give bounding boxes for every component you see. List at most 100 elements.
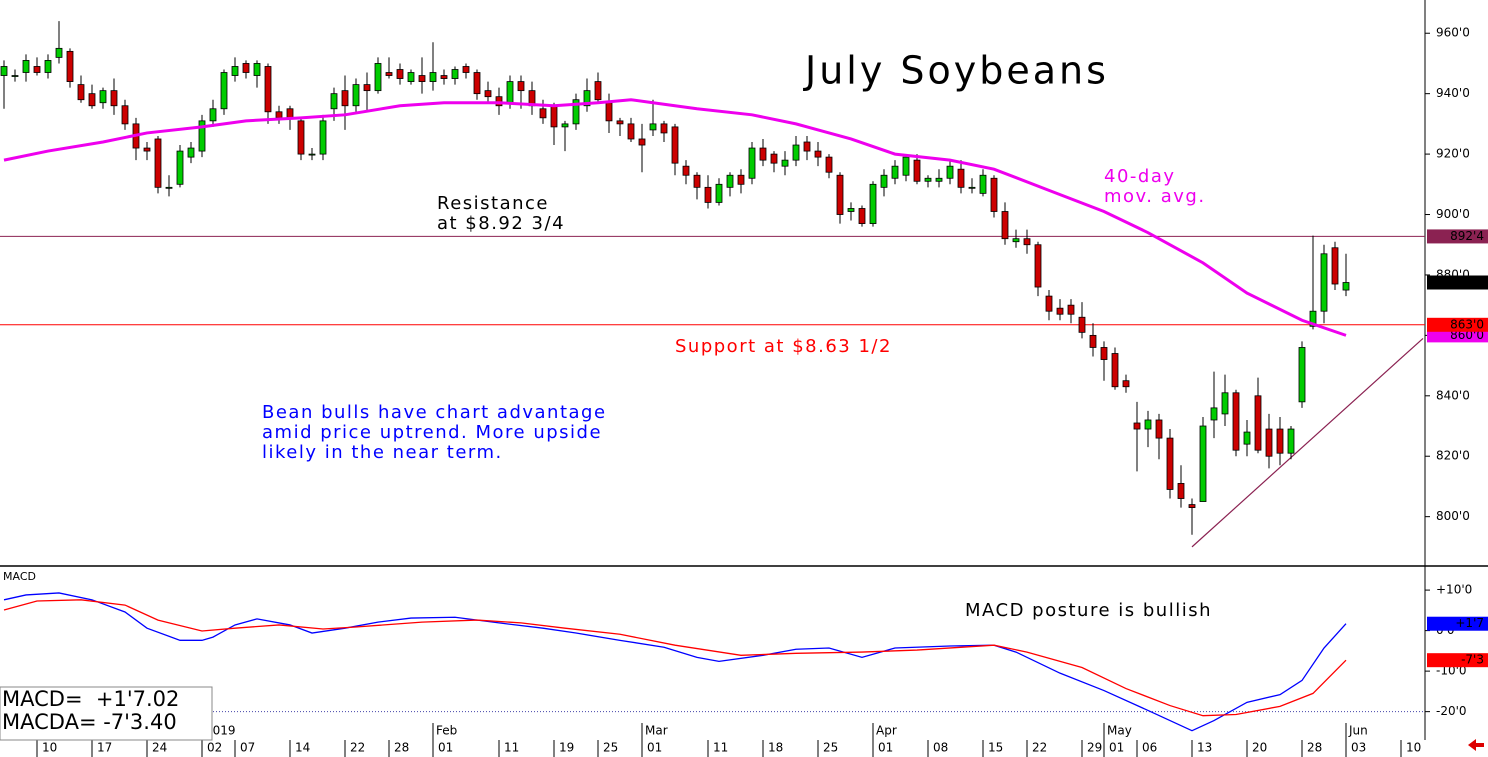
candle-body [1331, 247, 1339, 285]
y-tick-label: 840'0 [1436, 388, 1470, 402]
annotation: likely in the near term. [262, 442, 503, 463]
candle-body [759, 147, 767, 161]
annotation: at $8.92 3/4 [437, 213, 565, 234]
x-tick-label: 01 [438, 741, 453, 755]
candle-body [572, 99, 580, 125]
candle-body [275, 111, 283, 119]
macd-last-box [1427, 616, 1488, 631]
y-tick-label: 920'0 [1436, 147, 1470, 161]
candle-body [990, 177, 998, 212]
candle-body [616, 120, 624, 125]
macd-title: MACD [3, 570, 36, 583]
candle-body [583, 90, 591, 107]
candle-body [462, 66, 470, 73]
readout-box [0, 686, 213, 741]
candle-body [825, 156, 833, 173]
x-tick-label: 01 [878, 741, 893, 755]
annotation: Resistance [437, 193, 549, 214]
candle-body [88, 93, 96, 107]
x-tick-label: 11 [713, 741, 728, 755]
candle-body [385, 72, 393, 76]
candle-body [682, 165, 690, 176]
scroll-arrow[interactable] [1468, 739, 1484, 751]
annotation: 40-day [1104, 166, 1176, 187]
candle-body [1045, 295, 1053, 312]
candle-body [1265, 428, 1273, 457]
candle-body [1177, 483, 1185, 499]
macd-line [3, 599, 1347, 717]
last-price-label: 877'4 [1450, 275, 1484, 289]
candle-body [1320, 253, 1328, 312]
candle-body [110, 90, 118, 107]
candle-body [550, 105, 558, 128]
candle-body [1023, 238, 1031, 246]
candle-body [1210, 407, 1218, 421]
y-tick-label: 800'0 [1436, 509, 1470, 523]
candle-body [957, 168, 965, 188]
candle-body [1166, 437, 1174, 490]
chart-title: July Soybeans [803, 49, 1109, 93]
candle-body [484, 90, 492, 98]
candle-body [1188, 504, 1196, 508]
candle-body [605, 102, 613, 122]
candle-body [1133, 422, 1141, 430]
candle-body [946, 165, 954, 179]
x-tick-label: 25 [823, 741, 838, 755]
x-tick-label: 08 [933, 741, 948, 755]
annotation: amid price uptrend. More upside [262, 422, 602, 443]
candle-body [33, 66, 41, 73]
x-tick-label: 06 [1142, 741, 1157, 755]
annotation: Bean bulls have chart advantage [262, 402, 607, 423]
x-tick-label: 25 [603, 741, 618, 755]
candle-body [594, 81, 602, 101]
candle-body [352, 84, 360, 107]
candle-body [770, 153, 778, 164]
candle-body [121, 105, 129, 125]
candle-body [704, 186, 712, 203]
candle-body [693, 174, 701, 188]
candle-body [319, 120, 327, 155]
x-tick-label: 22 [350, 741, 365, 755]
annotation: mov. avg. [1104, 186, 1206, 207]
candle-body [198, 120, 206, 152]
x-tick-label: 19 [559, 741, 574, 755]
candle-body [913, 159, 921, 182]
candle-body [1342, 282, 1350, 291]
x-tick-label: 01 [1109, 741, 1124, 755]
level-box [1427, 229, 1488, 244]
candle-body [1298, 347, 1306, 403]
candle-body [638, 138, 646, 146]
candle-body [506, 81, 514, 104]
candle-body [396, 69, 404, 79]
month-label: Feb [436, 724, 457, 738]
y-tick-label: 960'0 [1436, 26, 1470, 40]
level-label: 892'4 [1450, 229, 1484, 243]
candle-body [374, 63, 382, 92]
candle-body [880, 174, 888, 188]
month-label: Mar [645, 724, 668, 738]
candle-body [451, 69, 459, 79]
candle-body [66, 50, 74, 82]
candle-body [836, 174, 844, 215]
candle-body [44, 60, 52, 73]
candle-body [1034, 244, 1042, 288]
candle-body [22, 60, 30, 73]
macd-last-box [1427, 653, 1488, 668]
month-label: Apr [876, 724, 897, 738]
candle-body [561, 123, 569, 128]
candle-body [154, 138, 162, 188]
candle-body [1001, 211, 1009, 240]
candle-body [1287, 428, 1295, 454]
candle-body [1155, 419, 1163, 439]
month-label: May [1107, 724, 1132, 738]
macd-last-label: +1'7 [1455, 616, 1484, 630]
y-tick-label: 900'0 [1436, 207, 1470, 221]
x-tick-label: 13 [1197, 741, 1212, 755]
candle-body [715, 183, 723, 203]
x-tick-label: 24 [152, 741, 167, 755]
candle-body [792, 144, 800, 161]
last-price-box [1427, 275, 1488, 290]
candle-body [253, 63, 261, 76]
candle-body [231, 66, 239, 76]
x-tick-label: 02 [207, 741, 222, 755]
